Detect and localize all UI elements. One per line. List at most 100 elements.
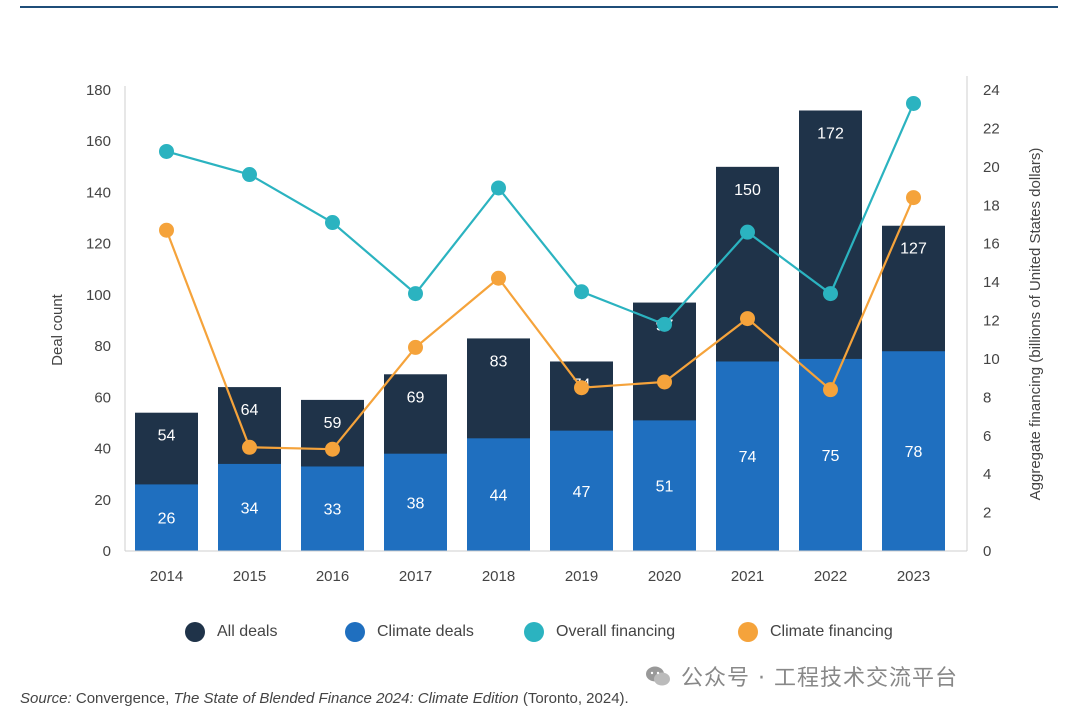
bar-climate-deals — [716, 361, 779, 551]
line-overall-financing — [166, 103, 915, 326]
point-climate-financing — [242, 439, 257, 455]
bar-label-climate-deals: 38 — [407, 495, 425, 512]
line-climate-financing — [165, 197, 915, 451]
point-overall-financing — [325, 215, 340, 231]
point-overall-financing — [159, 143, 174, 159]
y-tick-label-right: 4 — [983, 466, 991, 483]
legend-swatch — [345, 622, 365, 642]
x-tick-label: 2017 — [399, 568, 432, 585]
legend-item-climate-financing: Climate financing — [738, 622, 893, 642]
point-climate-financing — [906, 190, 921, 206]
y-tick-label-right: 20 — [983, 159, 1000, 176]
top-rule — [20, 6, 1058, 8]
x-tick-label: 2019 — [565, 568, 598, 585]
y-tick-label-right: 22 — [983, 120, 1000, 137]
y-tick-label-right: 6 — [983, 428, 991, 445]
bar-label-climate-deals: 74 — [739, 449, 757, 466]
bar-climate-deals — [467, 438, 530, 551]
legend-swatch — [738, 622, 758, 642]
left-axis: 0 20 40 60 80 100 120 140 160 180 — [86, 82, 126, 560]
x-tick-label: 2014 — [150, 568, 183, 585]
legend-label: Climate financing — [770, 623, 893, 640]
point-climate-financing — [159, 222, 174, 238]
x-tick-label: 2016 — [316, 568, 349, 585]
point-overall-financing — [740, 224, 755, 240]
bar-label-all-deals: 59 — [324, 415, 342, 432]
y-tick-label-right: 10 — [983, 351, 1000, 368]
bar-climate-deals — [882, 351, 945, 551]
point-climate-financing — [408, 339, 423, 355]
bar-label-climate-deals: 33 — [324, 502, 342, 519]
point-climate-financing — [740, 311, 755, 327]
bar-climate-deals — [218, 463, 281, 551]
point-overall-financing — [408, 286, 423, 302]
bar-label-climate-deals: 44 — [490, 488, 508, 505]
bar-label-all-deals: 83 — [490, 353, 508, 370]
bar-label-all-deals: 172 — [817, 125, 844, 142]
bar-label-climate-deals: 26 — [158, 511, 176, 528]
y-tick-label-left: 140 — [86, 184, 111, 201]
y-tick-label-right: 24 — [983, 82, 1000, 99]
x-tick-label: 2015 — [233, 568, 266, 585]
legend-swatch — [524, 622, 544, 642]
y-tick-label-left: 180 — [86, 82, 111, 99]
bar-label-climate-deals: 47 — [573, 484, 591, 501]
legend-item-climate-deals: Climate deals — [345, 622, 474, 642]
point-overall-financing — [491, 180, 506, 196]
bar-label-climate-deals: 75 — [822, 448, 840, 465]
y-tick-label-left: 0 — [103, 543, 111, 560]
y-tick-label-right: 12 — [983, 313, 1000, 330]
watermark-text: 公众号 · 工程技术交流平台 — [681, 666, 958, 691]
legend: All deals Climate deals Overall financin… — [0, 622, 1080, 654]
bars: 5426643459336938834474479751150741727512… — [135, 110, 945, 552]
bar-label-all-deals: 69 — [407, 389, 425, 406]
point-overall-financing — [574, 284, 589, 300]
legend-label: All deals — [217, 623, 278, 640]
y-tick-label-right: 14 — [983, 274, 1000, 291]
bar-climate-deals — [135, 484, 198, 551]
wechat-icon — [645, 665, 671, 687]
source-text-2: (Toronto, 2024). — [518, 690, 629, 707]
x-tick-label: 2021 — [731, 568, 764, 585]
y-tick-label-left: 80 — [94, 338, 111, 355]
bar-label-all-deals: 54 — [158, 428, 176, 445]
point-climate-financing — [325, 441, 340, 457]
point-climate-financing — [657, 374, 672, 390]
bar-climate-deals — [301, 466, 364, 551]
point-overall-financing — [906, 95, 921, 111]
legend-label: Overall financing — [556, 623, 676, 640]
bar-climate-deals — [550, 430, 613, 551]
x-tick-label: 2023 — [897, 568, 930, 585]
source-title: The State of Blended Finance 2024: Clima… — [173, 690, 519, 707]
y-tick-label-left: 40 — [94, 441, 111, 458]
watermark: 公众号 · 工程技术交流平台 — [645, 660, 958, 692]
x-tick-label: 2022 — [814, 568, 847, 585]
y-tick-label-left: 120 — [86, 236, 111, 253]
y-tick-label-right: 0 — [983, 543, 991, 560]
point-overall-financing — [823, 286, 838, 302]
bar-label-climate-deals: 51 — [656, 479, 674, 496]
y-axis-label-left: Deal count — [49, 293, 66, 366]
source-note: Source: Convergence, The State of Blende… — [20, 690, 629, 707]
bar-label-all-deals: 150 — [734, 182, 761, 199]
point-climate-financing — [491, 270, 506, 286]
point-overall-financing — [242, 167, 257, 183]
x-tick-label: 2018 — [482, 568, 515, 585]
x-tick-label: 2020 — [648, 568, 681, 585]
y-tick-label-right: 18 — [983, 197, 1000, 214]
y-tick-label-right: 2 — [983, 505, 991, 522]
source-prefix: Source: — [20, 690, 72, 707]
bar-label-all-deals: 64 — [241, 402, 259, 419]
y-tick-label-left: 160 — [86, 133, 111, 150]
bar-climate-deals — [384, 453, 447, 551]
x-axis: 2014 2015 2016 2017 2018 2019 2020 2021 2022 2023 — [125, 550, 967, 585]
y-tick-label-left: 60 — [94, 389, 111, 406]
point-climate-financing — [823, 382, 838, 398]
y-tick-label-left: 20 — [94, 492, 111, 509]
legend-item-all-deals: All deals — [185, 622, 277, 642]
source-text-1: Convergence, — [71, 690, 174, 707]
y-tick-label-right: 16 — [983, 236, 1000, 253]
point-overall-financing — [657, 316, 672, 332]
